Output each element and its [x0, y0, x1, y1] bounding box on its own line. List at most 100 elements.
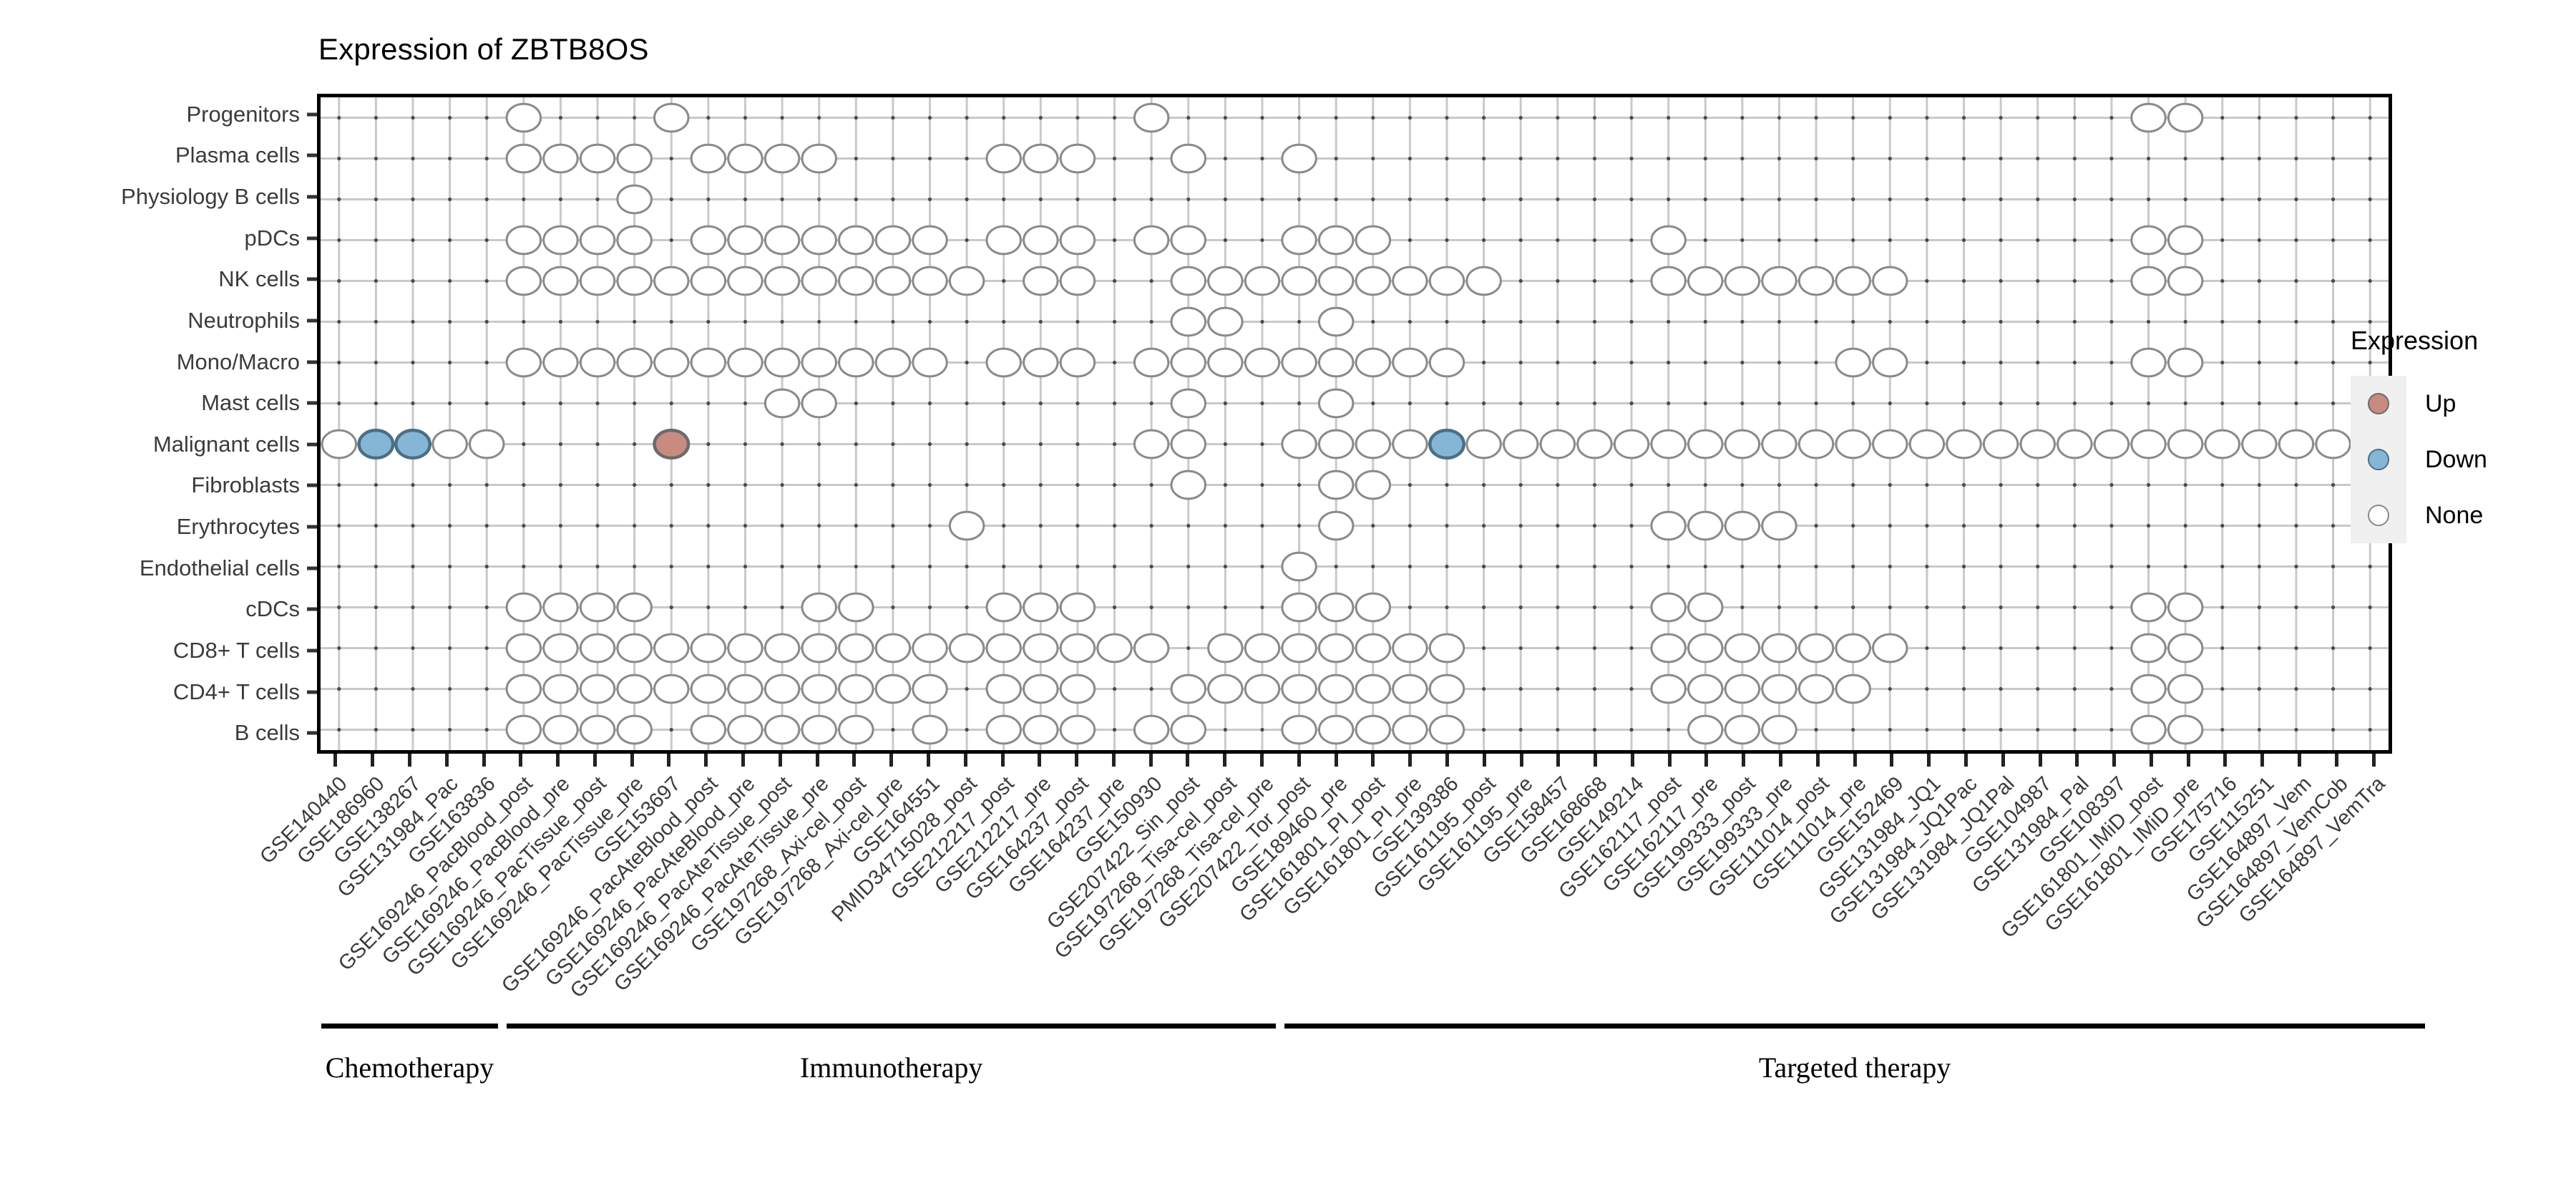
y-axis-tick-mark [307, 607, 317, 611]
legend-item-up[interactable]: Up [2351, 376, 2487, 432]
expression-dot [690, 633, 727, 664]
expression-dot [1428, 714, 1465, 745]
y-axis-tick-label: Progenitors [186, 101, 300, 127]
expression-dot [985, 143, 1022, 174]
expression-dot [1687, 266, 1724, 296]
expression-dot [985, 633, 1022, 664]
x-axis-tick-mark [1408, 754, 1413, 767]
expression-dot [1835, 347, 1871, 378]
expression-dot [801, 714, 837, 745]
expression-dot [1355, 429, 1392, 460]
expression-dot [1023, 225, 1059, 256]
expression-dot [1133, 225, 1170, 256]
expression-dot [1392, 429, 1428, 460]
expression-dot [1281, 674, 1317, 704]
expression-dot [1059, 674, 1096, 704]
expression-dot [1687, 674, 1724, 704]
expression-dot [874, 266, 912, 296]
expression-dot [616, 184, 653, 215]
y-axis-tick-label: Mast cells [201, 390, 300, 416]
expression-dot [1281, 429, 1317, 460]
expression-dot [1428, 428, 1465, 460]
expression-dot [1023, 143, 1059, 174]
expression-dot [1465, 266, 1502, 296]
expression-dot [1724, 266, 1761, 296]
y-axis-tick-label: CD4+ T cells [172, 679, 300, 704]
group-bracket-bar [321, 1024, 498, 1029]
y-axis-tick-mark [307, 648, 317, 653]
expression-dot [2130, 102, 2167, 133]
expression-dot [1613, 429, 1650, 460]
expression-dot [801, 143, 837, 174]
x-axis-tick-mark [2075, 754, 2079, 767]
x-axis-tick-mark [2260, 754, 2265, 767]
x-axis-tick-mark [1223, 754, 1227, 767]
x-axis-tick-mark [556, 754, 560, 767]
expression-dot [1281, 714, 1317, 745]
y-axis-tick-mark [307, 566, 317, 570]
expression-dot [616, 143, 653, 174]
expression-dot [1724, 510, 1761, 541]
expression-dot [1872, 266, 1908, 296]
expression-dot [1355, 674, 1392, 704]
expression-dot [616, 714, 653, 745]
legend-swatch [2351, 487, 2406, 543]
expression-dot [1761, 674, 1797, 704]
legend-item-down[interactable]: Down [2351, 432, 2487, 487]
expression-dot [1355, 470, 1392, 500]
expression-dot [1096, 633, 1133, 664]
x-axis-tick-mark [2334, 754, 2338, 767]
x-axis-tick-mark [1148, 754, 1153, 767]
expression-dot [985, 225, 1022, 256]
expression-dot [542, 225, 579, 256]
expression-dot [2130, 429, 2167, 460]
expression-dot [1835, 266, 1871, 296]
x-axis-tick-mark [741, 754, 746, 767]
expression-dot [579, 633, 616, 664]
expression-dot [727, 266, 763, 296]
expression-dot [2167, 674, 2204, 704]
expression-dot [505, 225, 542, 256]
expression-dot [727, 225, 763, 256]
y-axis-tick-mark [307, 153, 317, 157]
x-axis-tick-mark [667, 754, 671, 767]
expression-dot [1428, 674, 1465, 704]
legend-item-none[interactable]: None [2351, 487, 2487, 543]
expression-dot [838, 633, 874, 664]
y-axis-tick-label: Malignant cells [152, 431, 300, 457]
expression-dot [2167, 714, 2204, 745]
x-axis-tick-mark [2112, 754, 2117, 767]
expression-dot [1650, 633, 1687, 664]
expression-dot [727, 347, 763, 378]
expression-dot [763, 347, 801, 378]
expression-dot [1392, 633, 1428, 664]
legend-swatch [2351, 432, 2406, 487]
expression-dot [1059, 347, 1096, 378]
expression-dot [801, 347, 837, 378]
y-axis-tick-label: B cells [234, 720, 300, 746]
y-axis-tick-label: Neutrophils [187, 307, 300, 333]
expression-dot [1650, 429, 1687, 460]
x-axis-tick-mark [407, 754, 411, 767]
expression-dot [542, 714, 579, 745]
expression-dot [1281, 143, 1317, 174]
expression-dot [653, 428, 691, 460]
expression-dot [2130, 347, 2167, 378]
expression-dot [2315, 429, 2351, 460]
legend-item-label: None [2425, 501, 2484, 529]
expression-dot [616, 266, 653, 296]
x-axis-tick-mark [1963, 754, 1968, 767]
expression-dot [874, 225, 912, 256]
x-axis-tick-mark [815, 754, 819, 767]
expression-dot [690, 347, 727, 378]
expression-dot [1207, 674, 1244, 704]
expression-dot [912, 633, 948, 664]
expression-dot [912, 714, 948, 745]
expression-dot [801, 266, 837, 296]
expression-dot [1797, 674, 1835, 704]
expression-dot [1724, 674, 1761, 704]
expression-dot [874, 674, 912, 704]
expression-dot [1392, 347, 1428, 378]
expression-dot [1133, 714, 1170, 745]
expression-dot [1317, 306, 1355, 337]
